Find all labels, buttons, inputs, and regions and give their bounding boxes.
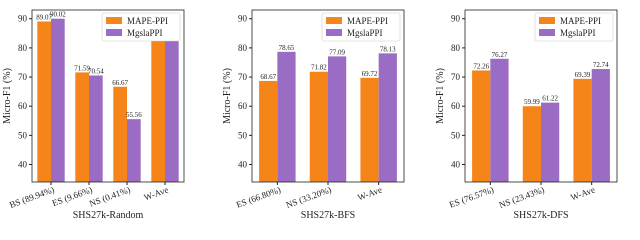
bar <box>113 86 127 182</box>
value-label: 72.26 <box>473 62 489 70</box>
bar <box>472 70 491 182</box>
bar <box>259 80 278 182</box>
y-tick-label: 90 <box>238 14 248 24</box>
value-label: 69.39 <box>575 71 591 79</box>
axes-frame <box>464 9 618 183</box>
x-tick-label: W-Ave <box>356 184 383 202</box>
bar <box>573 78 592 182</box>
bar <box>591 69 610 182</box>
bar <box>328 56 347 182</box>
y-tick-label: 80 <box>451 43 461 53</box>
bar <box>522 106 541 182</box>
value-label: 70.54 <box>88 67 104 75</box>
legend-label: MAPE-PPI <box>347 16 388 26</box>
legend-swatch <box>106 17 122 24</box>
value-label: 59.99 <box>524 98 540 106</box>
bar <box>360 77 379 182</box>
y-tick-label: 70 <box>18 72 28 82</box>
axes-frame <box>31 9 185 183</box>
x-axis-label: SHS27k-DFS <box>513 210 568 221</box>
value-label: 61.22 <box>542 95 558 103</box>
value-label: 78.65 <box>279 44 295 52</box>
x-tick-label: NS (23.43%) <box>498 184 546 210</box>
legend-label: MgslaPPI <box>347 28 383 38</box>
value-label: 69.72 <box>362 70 378 78</box>
bar <box>151 26 165 183</box>
panel: 40 50 60 70 80 90 68.67 71.82 69.72 78.65 77.09 78.… <box>222 9 405 221</box>
bar <box>51 18 65 183</box>
x-tick-label: ES (66.80%) <box>235 184 282 209</box>
y-tick-label: 80 <box>238 43 248 53</box>
y-axis-label: Micro-F1 (%) <box>2 68 13 124</box>
value-label: 71.59 <box>74 64 90 72</box>
x-tick-label: NS (0.41%) <box>88 184 132 208</box>
bar <box>37 21 51 182</box>
legend-swatch <box>539 29 555 36</box>
legend-swatch <box>539 17 555 24</box>
bar <box>89 75 103 182</box>
legend-label: MgslaPPI <box>127 28 163 38</box>
legend-label: MgslaPPI <box>560 28 596 38</box>
x-tick-label: W-Ave <box>569 184 596 202</box>
bar <box>165 24 179 183</box>
bar <box>541 102 560 182</box>
x-tick-label: BS (89.94%) <box>8 184 56 209</box>
y-tick-label: 50 <box>18 130 28 140</box>
value-label: 90.02 <box>50 11 66 19</box>
y-tick-label: 40 <box>18 160 28 170</box>
y-axis-label: Micro-F1 (%) <box>222 68 233 124</box>
legend-swatch <box>326 17 342 24</box>
x-tick-label: ES (76.57%) <box>448 184 495 209</box>
figure: 40506070809089.0771.5966.6787.390.0270.5… <box>2 9 618 221</box>
y-tick-label: 90 <box>18 14 28 24</box>
legend-label: MAPE-PPI <box>127 16 168 26</box>
legend-swatch <box>326 29 342 36</box>
legend-label: MAPE-PPI <box>560 16 601 26</box>
bar <box>75 72 89 182</box>
value-label: 71.82 <box>311 64 327 72</box>
x-axis-label: SHS27k-BFS <box>301 210 355 221</box>
panel: 40 50 60 70 80 90 72.26 59.99 69.39 76.27 61.22 72.… <box>435 9 618 221</box>
value-label: 77.09 <box>329 48 345 56</box>
value-label: 55.56 <box>126 111 142 119</box>
value-label: 68.67 <box>260 73 276 81</box>
y-tick-label: 60 <box>238 101 248 111</box>
y-tick-label: 60 <box>18 101 28 111</box>
y-tick-label: 50 <box>238 130 248 140</box>
value-label: 66.67 <box>112 79 128 87</box>
x-axis-label: SHS27k-Random <box>73 210 144 221</box>
value-label: 89.07 <box>36 13 52 21</box>
bar <box>378 53 397 183</box>
bar <box>309 71 328 182</box>
y-tick-label: 70 <box>451 72 461 82</box>
bar <box>277 51 296 183</box>
y-tick-label: 60 <box>451 101 461 111</box>
x-tick-label: W-Ave <box>142 184 169 202</box>
y-tick-label: 70 <box>238 72 248 82</box>
legend-swatch <box>106 29 122 36</box>
value-label: 78.13 <box>380 45 396 53</box>
x-tick-label: ES (9.66%) <box>51 184 94 208</box>
x-tick-label: NS (33.20%) <box>285 184 333 210</box>
value-label: 72.74 <box>593 61 609 69</box>
bar <box>127 119 141 182</box>
bar <box>490 58 509 182</box>
axes-frame <box>251 9 405 183</box>
value-label: 76.27 <box>492 51 508 59</box>
panel: 40506070809089.0771.5966.6787.390.0270.5… <box>2 9 185 221</box>
y-tick-label: 50 <box>451 130 461 140</box>
y-tick-label: 40 <box>451 160 461 170</box>
y-axis-label: Micro-F1 (%) <box>435 68 446 124</box>
y-tick-label: 90 <box>451 14 461 24</box>
y-tick-label: 80 <box>18 43 28 53</box>
y-tick-label: 40 <box>238 160 248 170</box>
